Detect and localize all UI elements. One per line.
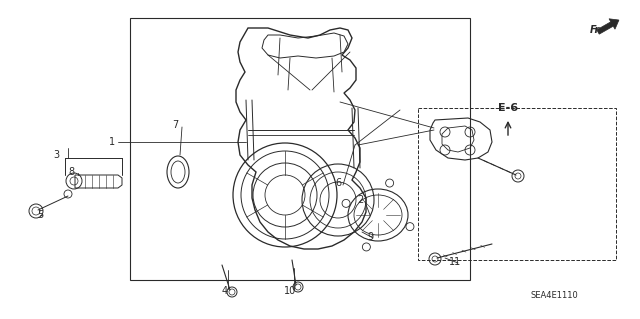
Text: 4: 4: [222, 286, 228, 296]
Bar: [418, 108, 616, 260]
Text: 9: 9: [367, 232, 373, 242]
FancyArrow shape: [596, 19, 619, 34]
Text: 3: 3: [53, 150, 59, 160]
Bar: [130, 18, 470, 280]
Text: 11: 11: [449, 257, 461, 267]
Text: SEA4E1110: SEA4E1110: [530, 291, 578, 300]
Text: 7: 7: [172, 120, 178, 130]
Text: 1: 1: [109, 137, 115, 147]
Text: 5: 5: [37, 210, 43, 220]
Text: 6: 6: [335, 178, 341, 188]
Text: 8: 8: [68, 167, 74, 177]
Text: Fr.: Fr.: [589, 25, 602, 35]
Text: E-6: E-6: [498, 103, 518, 113]
Text: 10: 10: [284, 286, 296, 296]
Text: 2: 2: [357, 195, 363, 205]
